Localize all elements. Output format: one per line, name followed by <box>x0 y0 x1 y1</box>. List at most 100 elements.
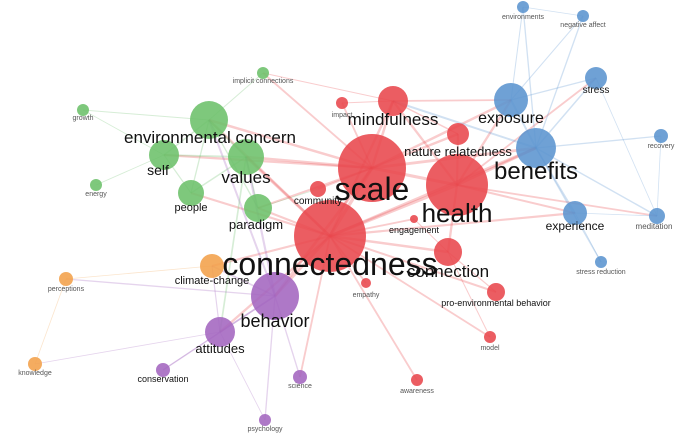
link-attitudes-psychology <box>219 331 266 421</box>
label-environmental-concern: environmental concern <box>124 128 296 147</box>
link-values-attitudes <box>219 156 247 333</box>
label-implicit-connections: implicit connections <box>233 78 294 85</box>
label-psychology: psychology <box>247 426 283 433</box>
label-growth: growth <box>72 115 93 122</box>
label-behavior: behavior <box>240 311 309 331</box>
label-meditation: meditation <box>636 222 673 231</box>
node-climate-change[interactable] <box>200 254 224 278</box>
node-health[interactable] <box>426 154 488 216</box>
label-environments: environments <box>502 14 545 21</box>
node-mindfulness[interactable] <box>378 86 408 116</box>
node-empathy[interactable] <box>361 278 371 288</box>
node-benefits[interactable] <box>516 128 556 168</box>
label-climate-change: climate-change <box>175 275 250 287</box>
node-scale[interactable] <box>338 134 406 202</box>
label-perceptions: perceptions <box>48 286 85 293</box>
labels-layer: scale connectedness health mindfulness natur… <box>18 14 675 433</box>
link-experience-meditation <box>574 212 658 217</box>
label-empathy: empathy <box>353 292 380 299</box>
label-connection: connection <box>407 262 489 281</box>
label-energy: energy <box>85 191 107 198</box>
node-knowledge[interactable] <box>28 357 42 371</box>
node-meditation[interactable] <box>649 208 665 224</box>
link-environments-negative-affect <box>522 6 584 17</box>
label-engagement: engagement <box>389 225 440 235</box>
node-awareness[interactable] <box>411 374 423 386</box>
node-recovery[interactable] <box>654 129 668 143</box>
node-environmental-concern[interactable] <box>190 101 228 139</box>
label-paradigm: paradigm <box>229 217 283 232</box>
label-self: self <box>147 162 169 178</box>
label-attitudes: attitudes <box>195 341 245 356</box>
node-community[interactable] <box>310 181 326 197</box>
node-nature-relatedness[interactable] <box>447 123 469 145</box>
label-connectedness: connectedness <box>222 246 437 282</box>
label-stress: stress <box>583 85 610 96</box>
label-community: community <box>294 196 342 207</box>
link-climate-change-perceptions <box>65 265 213 280</box>
node-paradigm[interactable] <box>244 194 272 222</box>
label-impact: impact <box>332 112 353 119</box>
link-implicit-connections-mindfulness <box>262 72 394 102</box>
nodes-layer <box>28 1 668 426</box>
node-pro-environmental-behavior[interactable] <box>487 283 505 301</box>
node-negative-affect[interactable] <box>577 10 589 22</box>
node-connection[interactable] <box>434 238 462 266</box>
label-science: science <box>288 383 312 390</box>
node-science[interactable] <box>293 370 307 384</box>
link-meditation-stress <box>595 77 658 217</box>
node-implicit-connections[interactable] <box>257 67 269 79</box>
label-model: model <box>480 345 500 352</box>
label-pro-environmental-behavior: pro-environmental behavior <box>441 298 551 308</box>
node-stress[interactable] <box>585 67 607 89</box>
link-attitudes-knowledge <box>34 331 221 365</box>
link-exposure-negative-affect <box>510 15 584 101</box>
node-behavior[interactable] <box>251 272 299 320</box>
node-perceptions[interactable] <box>59 272 73 286</box>
label-health: health <box>422 198 493 228</box>
node-values[interactable] <box>228 139 264 175</box>
label-experience: experience <box>546 219 605 233</box>
node-people[interactable] <box>178 180 204 206</box>
node-stress-reduction[interactable] <box>595 256 607 268</box>
label-conservation: conservation <box>137 374 188 384</box>
node-model[interactable] <box>484 331 496 343</box>
label-awareness: awareness <box>400 388 434 395</box>
node-growth[interactable] <box>77 104 89 116</box>
label-knowledge: knowledge <box>18 370 52 377</box>
label-benefits: benefits <box>494 158 578 185</box>
node-conservation[interactable] <box>156 363 170 377</box>
link-connectedness-experience <box>329 211 576 238</box>
link-environmental-concern-behavior <box>208 119 276 297</box>
node-self[interactable] <box>149 140 179 170</box>
node-experience[interactable] <box>563 201 587 225</box>
link-health-meditation <box>456 184 658 217</box>
link-mindfulness-exposure <box>392 99 512 102</box>
node-environments[interactable] <box>517 1 529 13</box>
node-attitudes[interactable] <box>205 317 235 347</box>
label-recovery: recovery <box>648 143 675 150</box>
node-impact[interactable] <box>336 97 348 109</box>
link-benefits-meditation <box>535 147 658 217</box>
node-engagement[interactable] <box>410 215 418 223</box>
link-benefits-recovery <box>535 135 662 149</box>
node-exposure[interactable] <box>494 83 528 117</box>
node-psychology[interactable] <box>259 414 271 426</box>
label-nature-relatedness: nature relatedness <box>404 144 512 159</box>
node-connectedness[interactable] <box>294 200 366 272</box>
label-exposure: exposure <box>478 110 544 127</box>
label-people: people <box>174 202 207 214</box>
label-scale: scale <box>335 171 410 207</box>
link-benefits-mindfulness <box>392 100 537 149</box>
link-self-growth <box>82 109 165 156</box>
link-benefits-environments <box>522 6 537 149</box>
link-perceptions-knowledge <box>34 278 67 365</box>
link-scale-self <box>163 153 373 170</box>
link-environmental-concern-growth <box>82 109 210 121</box>
link-meditation-recovery <box>656 135 662 217</box>
node-energy[interactable] <box>90 179 102 191</box>
label-stress-reduction: stress reduction <box>576 269 626 276</box>
link-benefits-negative-affect <box>535 15 584 149</box>
